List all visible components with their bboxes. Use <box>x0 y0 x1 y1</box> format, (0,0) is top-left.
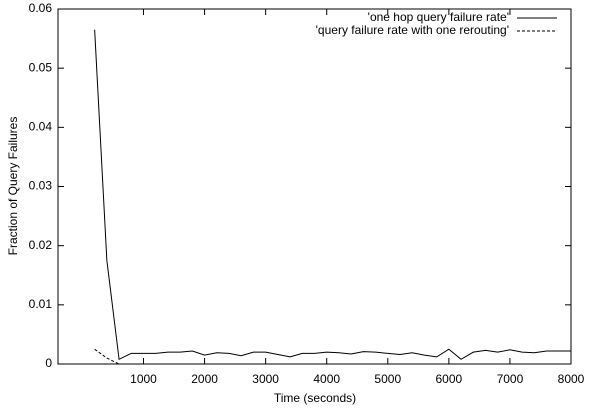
y-tick-label: 0.01 <box>29 297 53 311</box>
y-axis-label: Fraction of Query Failures <box>6 117 20 256</box>
x-tick-label: 8000 <box>558 372 585 386</box>
y-tick-label: 0.05 <box>29 60 53 74</box>
x-tick-label: 1000 <box>130 372 157 386</box>
y-tick-label: 0.04 <box>29 120 53 134</box>
x-tick-label: 5000 <box>374 372 401 386</box>
y-tick-label: 0.06 <box>29 1 53 15</box>
x-tick-label: 3000 <box>252 372 279 386</box>
legend-label: 'query failure rate with one rerouting' <box>316 23 509 37</box>
y-tick-label: 0.03 <box>29 179 53 193</box>
y-tick-label: 0 <box>45 356 52 370</box>
plot-frame <box>57 8 572 365</box>
legend-label: 'one hop query failure rate' <box>368 10 509 24</box>
y-tick-label: 0.02 <box>29 238 53 252</box>
x-tick-label: 4000 <box>313 372 340 386</box>
x-tick-label: 7000 <box>497 372 524 386</box>
x-axis-label: Time (seconds) <box>274 391 356 405</box>
x-tick-label: 2000 <box>191 372 218 386</box>
series-line <box>94 348 571 365</box>
x-tick-label: 6000 <box>436 372 463 386</box>
series-line <box>94 29 571 361</box>
